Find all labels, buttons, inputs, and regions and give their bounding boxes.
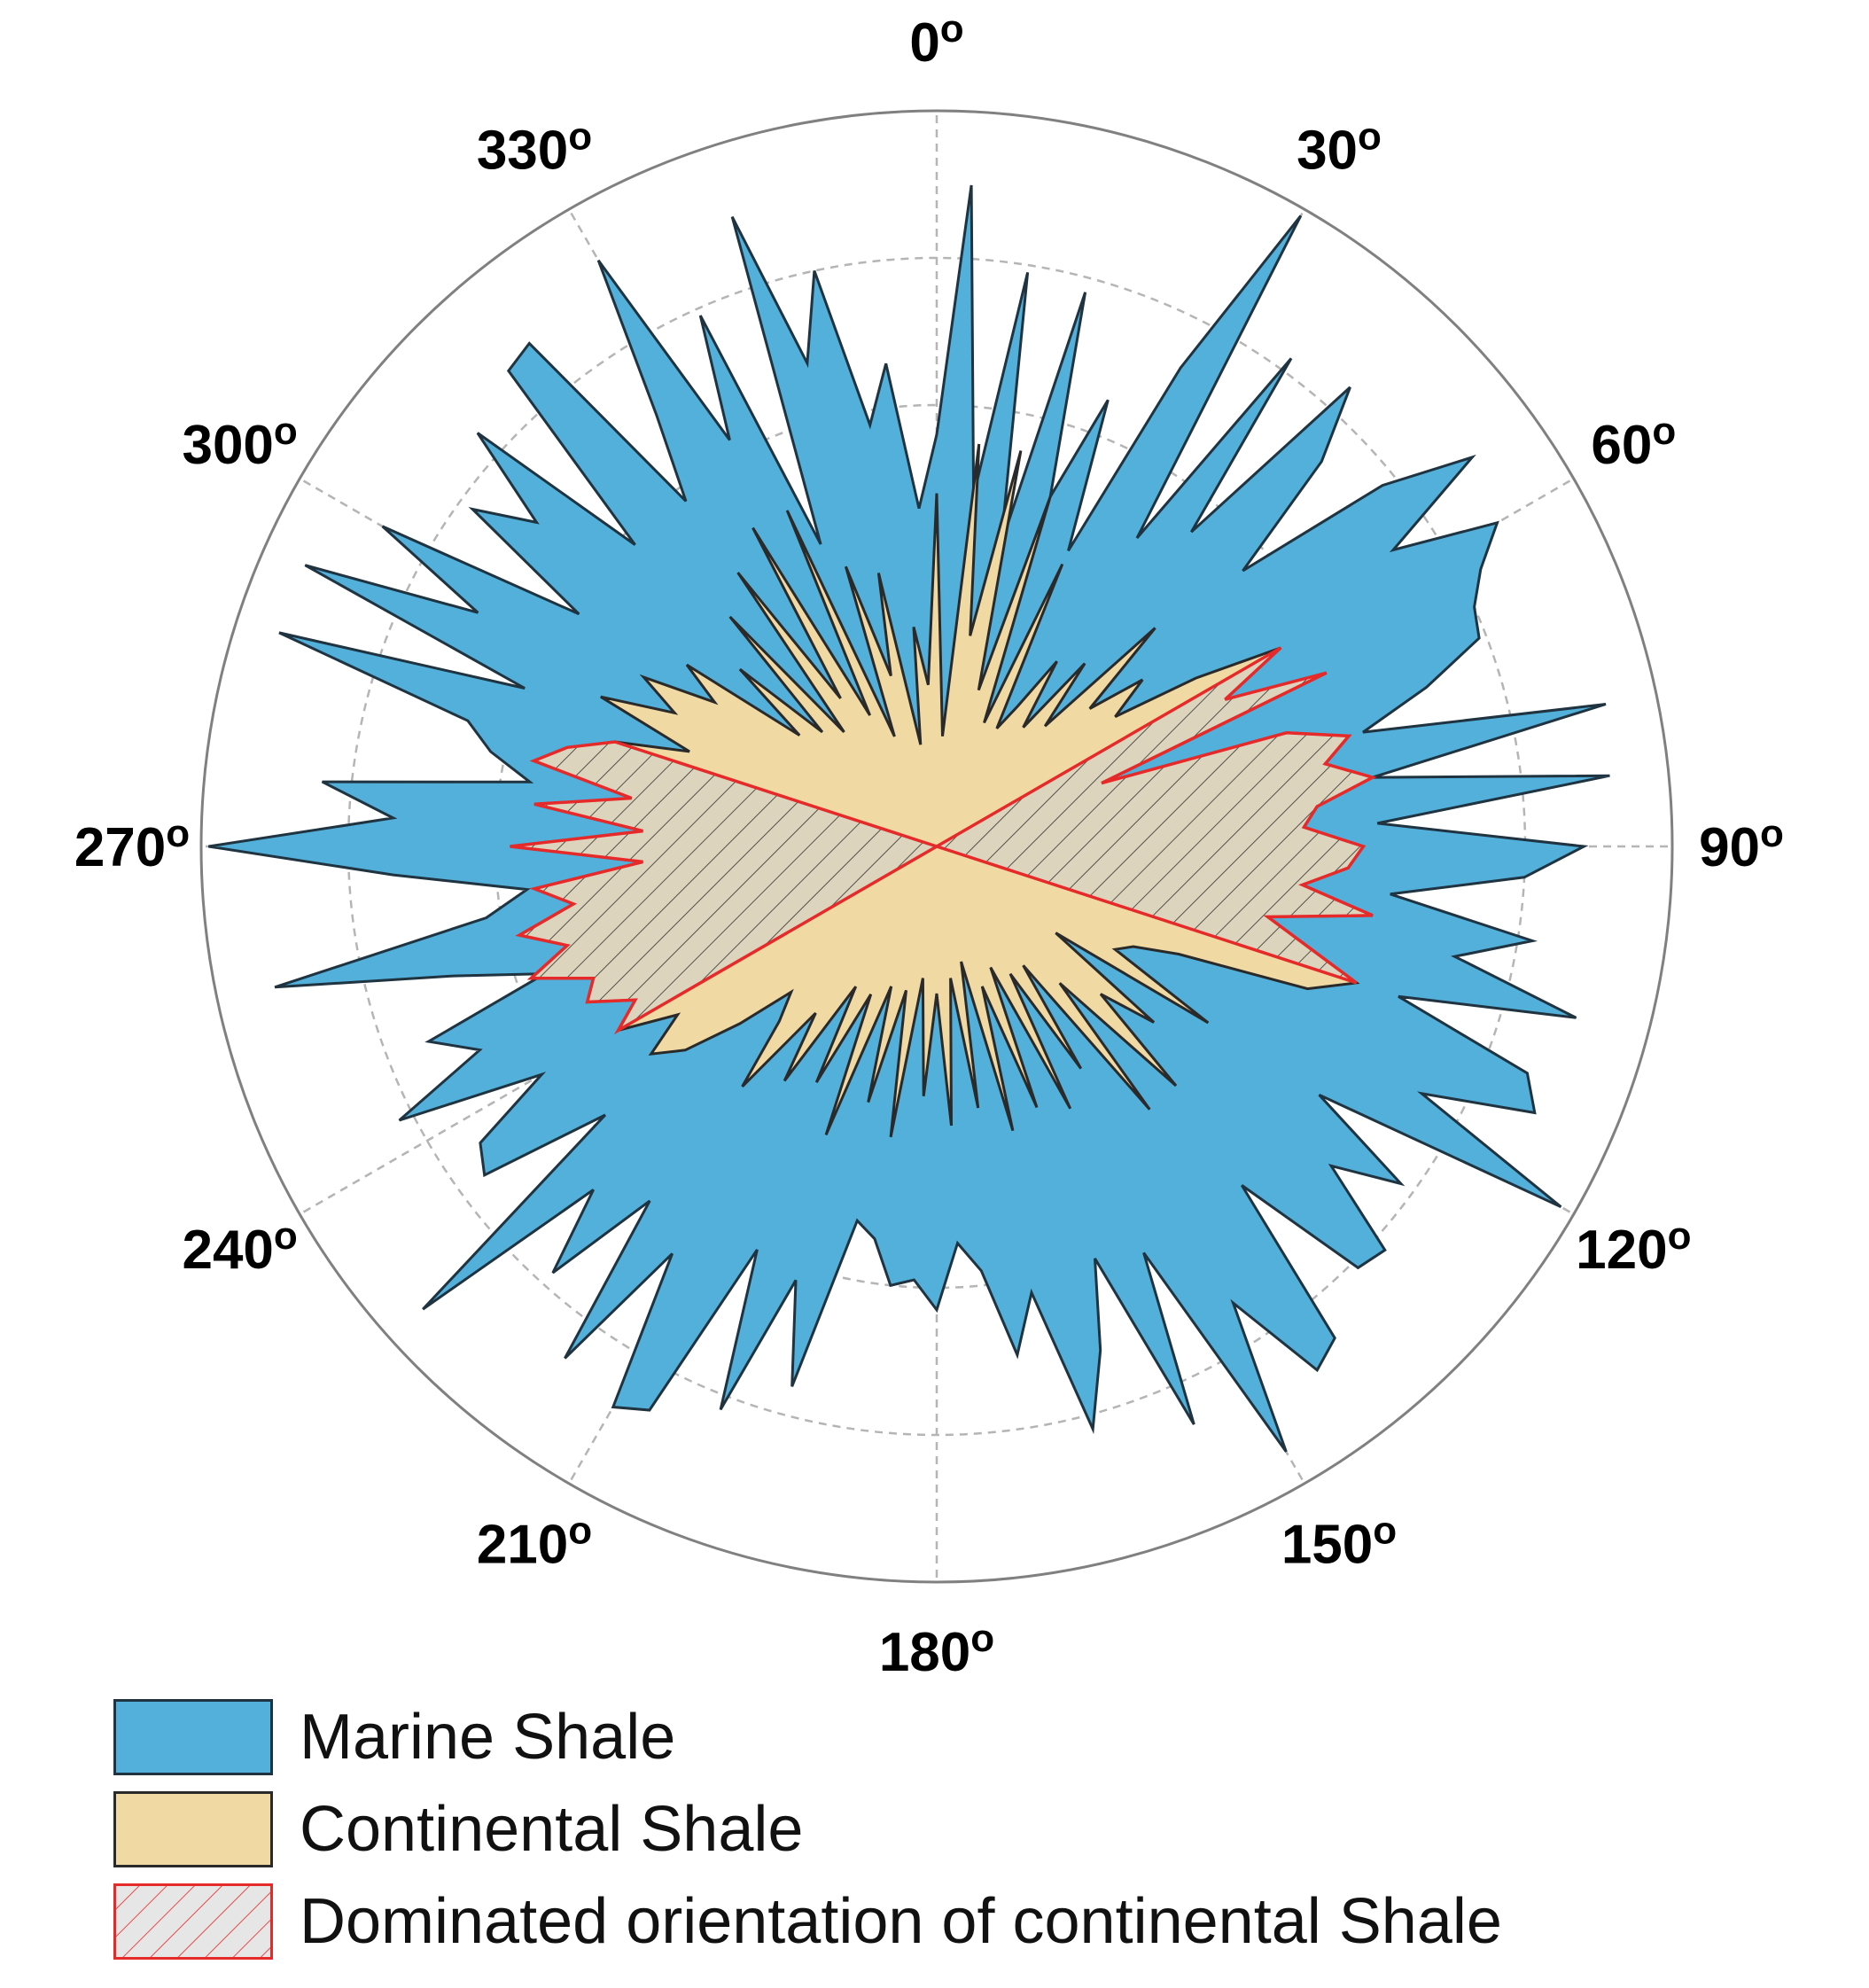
angular-gridline-240 (299, 845, 938, 1216)
angle-label-330: 330o (477, 115, 592, 182)
legend-item-marine: Marine Shale (113, 1693, 1502, 1781)
legend-label-dominated: Dominated orientation of continental Sha… (300, 1886, 1502, 1957)
angle-label-0: 0o (909, 7, 963, 74)
legend-item-continental: Continental Shale (113, 1785, 1502, 1874)
angle-label-210: 210o (477, 1509, 592, 1575)
series-layer (208, 184, 1610, 1453)
legend-swatch-continental (113, 1791, 273, 1867)
legend-label-continental: Continental Shale (300, 1794, 804, 1865)
angle-label-270: 270o (74, 812, 190, 878)
legend-label-marine: Marine Shale (300, 1702, 676, 1773)
legend-swatch-marine (113, 1699, 273, 1775)
angle-label-60: 60o (1591, 409, 1676, 476)
legend: Marine Shale Continental Shale Dominated… (113, 1693, 1502, 1969)
angle-label-240: 240o (182, 1214, 297, 1281)
angle-label-90: 90o (1699, 812, 1784, 878)
angle-label-120: 120o (1576, 1214, 1691, 1281)
series-dominated-orientation (510, 646, 1377, 1035)
angle-label-30: 30o (1297, 115, 1382, 182)
polar-frame (199, 109, 1674, 1584)
legend-item-dominated: Dominated orientation of continental Sha… (113, 1877, 1502, 1966)
angle-label-150: 150o (1281, 1509, 1397, 1575)
outer-circle (199, 109, 1674, 1584)
angle-label-180: 180o (879, 1617, 994, 1683)
angle-label-300: 300o (182, 409, 297, 476)
angle-tick-labels: 0o 30o 60o 90o 120o 150o 180o 210o 240o 270o 300o 3… (74, 7, 1784, 1683)
legend-swatch-dominated (113, 1883, 273, 1960)
